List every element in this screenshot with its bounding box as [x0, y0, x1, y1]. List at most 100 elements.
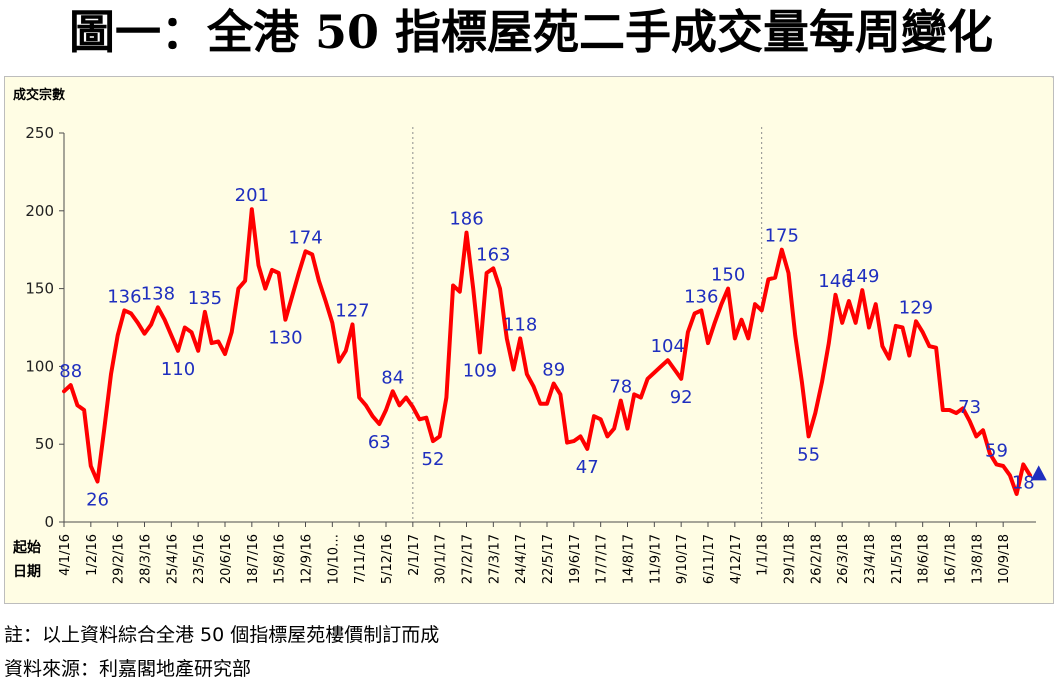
- data-point: [941, 408, 945, 412]
- data-point: [451, 283, 455, 288]
- data-point: [666, 358, 670, 362]
- x-tick-label: 21/5/18: [890, 534, 905, 584]
- data-point: [853, 321, 858, 325]
- data-point: [994, 462, 999, 467]
- x-axis-title-line1: 起始: [12, 539, 41, 556]
- data-label: 92: [670, 387, 693, 408]
- data-label: 130: [268, 328, 302, 349]
- data-point: [585, 447, 589, 451]
- footnote: 註：以上資料綜合全港 50 個指標屋苑樓價制訂而成: [4, 624, 440, 646]
- x-tick-label: 1/2/16: [85, 534, 100, 576]
- data-point: [116, 333, 120, 337]
- x-tick-label: 25/4/16: [165, 534, 180, 584]
- x-tick-label: 18/6/18: [917, 534, 932, 584]
- data-label: 89: [542, 360, 565, 381]
- x-tick-label: 12/9/16: [300, 534, 315, 584]
- data-point: [719, 302, 724, 306]
- data-point: [786, 271, 791, 275]
- x-tick-label: 11/9/17: [648, 534, 663, 584]
- data-point: [1014, 492, 1019, 496]
- data-point: [223, 352, 227, 356]
- data-label: 26: [86, 490, 109, 511]
- x-tick-label: 23/5/16: [192, 534, 207, 584]
- data-label: 136: [684, 286, 718, 307]
- data-point: [780, 248, 784, 252]
- data-point: [592, 414, 596, 418]
- data-point: [511, 367, 516, 372]
- data-point: [1028, 473, 1032, 477]
- data-point: [699, 308, 703, 312]
- data-label: 59: [985, 440, 1008, 461]
- data-point: [706, 341, 710, 345]
- data-point: [270, 268, 274, 272]
- data-point: [833, 293, 838, 297]
- data-point: [914, 319, 918, 323]
- data-point: [545, 402, 549, 406]
- data-point: [753, 302, 757, 306]
- x-tick-label: 2/1/17: [407, 534, 422, 576]
- data-point: [444, 395, 448, 400]
- x-tick-label: 18/7/16: [246, 534, 261, 584]
- y-tick-label: 0: [44, 513, 54, 531]
- data-point: [478, 350, 482, 354]
- data-point: [283, 318, 287, 322]
- data-point: [954, 411, 958, 415]
- chart-area: 成交宗數 0 50 100 150 200 250 4/1/16 1/2/16 29/2/16 28…: [4, 76, 1054, 604]
- data-point: [384, 408, 388, 412]
- data-point: [243, 279, 247, 283]
- data-point: [230, 330, 234, 334]
- x-tick-label: 4/1/16: [58, 534, 73, 576]
- data-point: [867, 325, 871, 330]
- data-point: [498, 287, 502, 291]
- x-tick-label: 19/6/17: [568, 534, 583, 584]
- data-point: [196, 349, 200, 353]
- data-point: [612, 427, 616, 431]
- data-point: [927, 344, 931, 348]
- data-label: 174: [288, 227, 322, 248]
- data-point: [1008, 473, 1012, 477]
- data-point: [330, 321, 334, 325]
- data-label: 88: [59, 361, 82, 382]
- data-point: [397, 403, 402, 407]
- x-tick-label: 4/12/17: [729, 534, 744, 584]
- x-tick-label: 6/11/17: [702, 534, 717, 584]
- data-point: [692, 311, 697, 316]
- data-point: [800, 380, 804, 384]
- data-point: [961, 406, 965, 411]
- data-point: [813, 411, 817, 415]
- data-point: [142, 332, 147, 336]
- data-point: [156, 305, 160, 309]
- data-point: [431, 439, 435, 443]
- data-point: [424, 416, 428, 420]
- x-tick-label: 20/6/16: [219, 534, 234, 584]
- data-point: [169, 333, 173, 337]
- data-point: [847, 299, 851, 303]
- y-tick-label: 100: [25, 357, 54, 375]
- data-point: [250, 207, 254, 211]
- data-point: [203, 310, 207, 314]
- data-point: [485, 271, 489, 275]
- x-tick-label: 23/4/18: [863, 534, 878, 584]
- data-point: [672, 367, 677, 372]
- latest-marker-icon: [1030, 465, 1047, 481]
- x-tick-label: 27/3/17: [487, 534, 502, 584]
- data-point: [491, 266, 495, 270]
- data-label: 129: [899, 297, 933, 318]
- data-point: [344, 349, 348, 353]
- data-point: [632, 392, 636, 397]
- data-label: 127: [335, 300, 369, 321]
- data-point: [639, 395, 643, 400]
- data-point: [149, 322, 153, 326]
- data-point: [726, 287, 730, 291]
- data-label: 104: [651, 336, 685, 357]
- data-point: [75, 403, 80, 407]
- data-point: [625, 427, 630, 431]
- data-label: 52: [422, 449, 445, 470]
- data-label: 63: [368, 432, 391, 453]
- data-point: [733, 336, 737, 340]
- data-point: [391, 389, 395, 393]
- data-point: [578, 434, 583, 439]
- data-label: 135: [188, 288, 222, 309]
- data-label: 138: [141, 283, 175, 304]
- data-point: [659, 364, 663, 368]
